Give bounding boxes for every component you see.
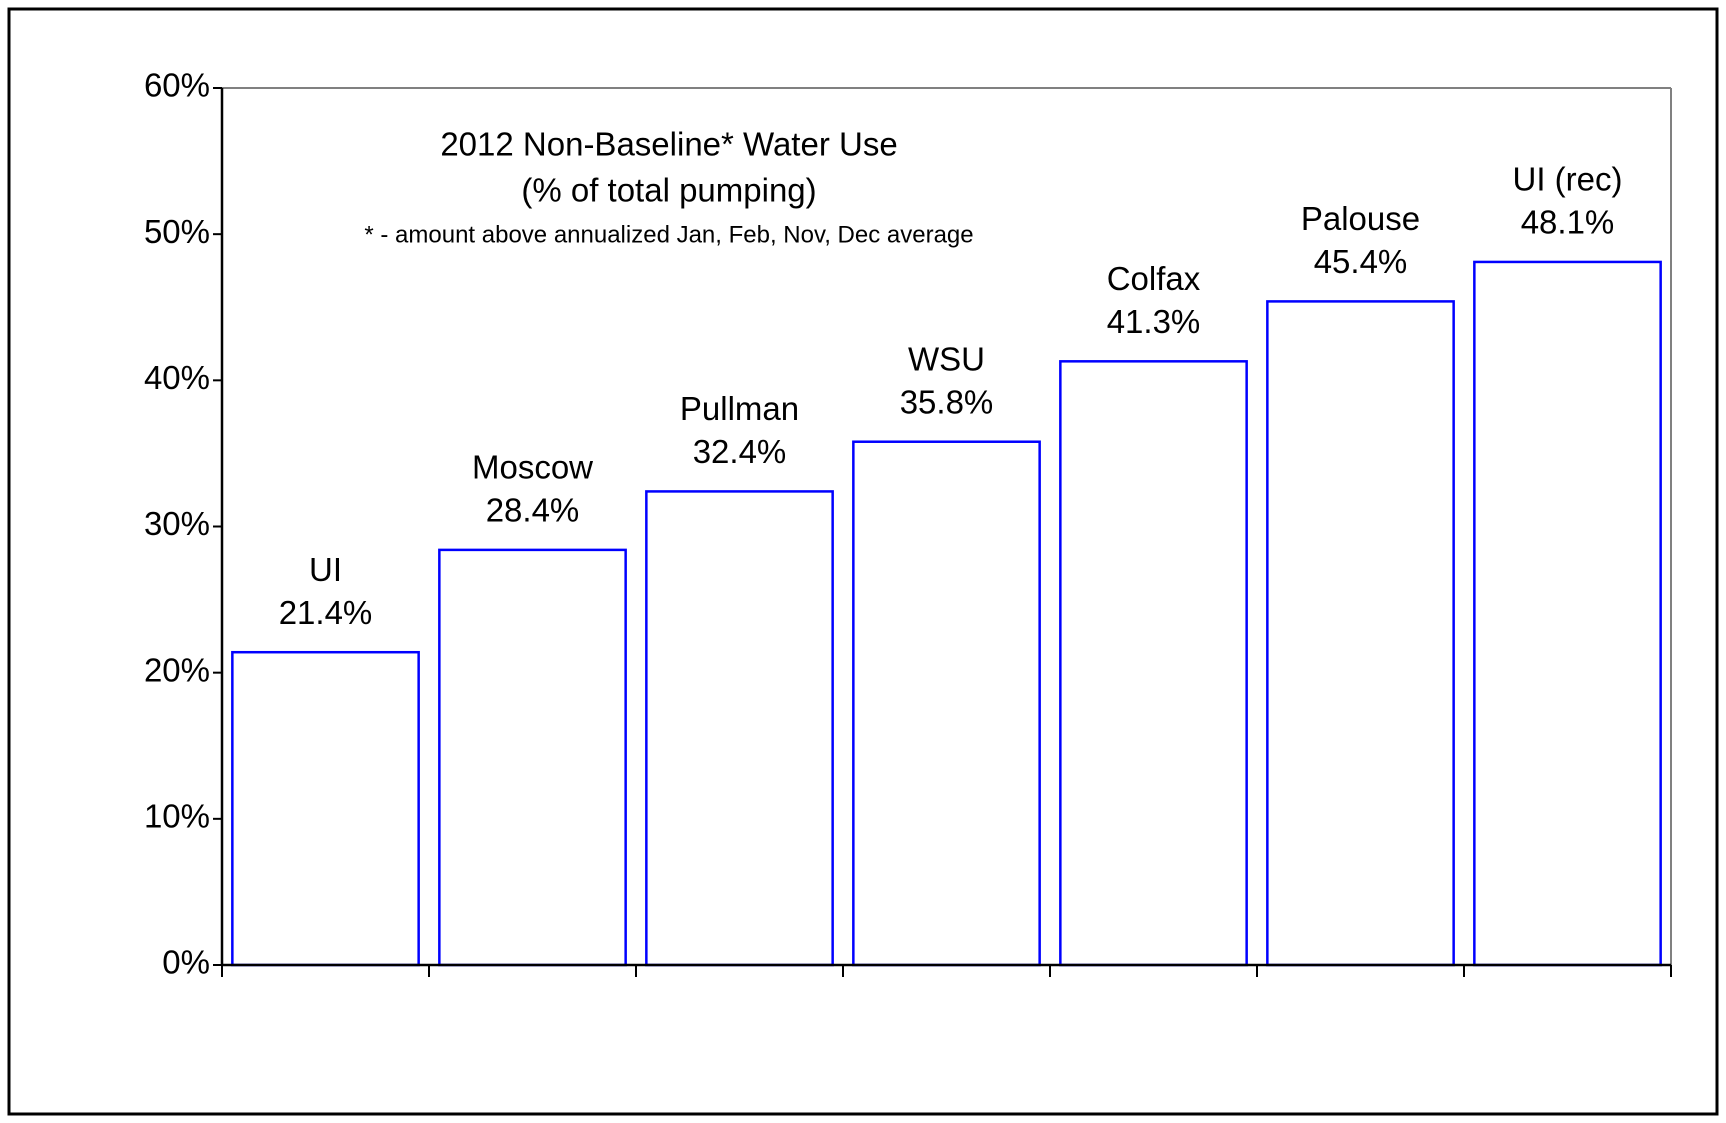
bar xyxy=(438,548,627,967)
category-label: Pullman xyxy=(680,390,799,427)
category-label: UI (rec) xyxy=(1513,161,1623,198)
category-label: WSU xyxy=(908,340,985,377)
bar xyxy=(852,440,1041,967)
bar xyxy=(231,650,420,967)
category-label: UI xyxy=(309,551,342,588)
category-label: Moscow xyxy=(472,449,593,486)
value-label: 45.4% xyxy=(1314,243,1408,280)
y-tick-label: 0% xyxy=(162,944,210,981)
y-tick-label: 20% xyxy=(144,651,210,688)
y-tick-label: 40% xyxy=(144,359,210,396)
annotation: * - amount above annualized Jan, Feb, No… xyxy=(364,221,973,248)
bar xyxy=(1059,360,1248,967)
chart-subtitle: (% of total pumping) xyxy=(521,172,816,209)
bar xyxy=(1266,300,1455,967)
value-label: 48.1% xyxy=(1521,204,1615,241)
value-label: 41.3% xyxy=(1107,303,1201,340)
value-label: 28.4% xyxy=(486,492,580,529)
y-tick-label: 10% xyxy=(144,798,210,835)
value-label: 21.4% xyxy=(279,594,373,631)
category-label: Colfax xyxy=(1107,260,1201,297)
y-tick-label: 60% xyxy=(144,67,210,104)
category-label: Palouse xyxy=(1301,200,1420,237)
bar xyxy=(1473,260,1662,967)
chart-title: 2012 Non-Baseline* Water Use xyxy=(440,126,897,163)
value-label: 32.4% xyxy=(693,433,787,470)
bar xyxy=(645,490,834,967)
y-tick-label: 50% xyxy=(144,213,210,250)
value-label: 35.8% xyxy=(900,383,994,420)
y-tick-label: 30% xyxy=(144,505,210,542)
